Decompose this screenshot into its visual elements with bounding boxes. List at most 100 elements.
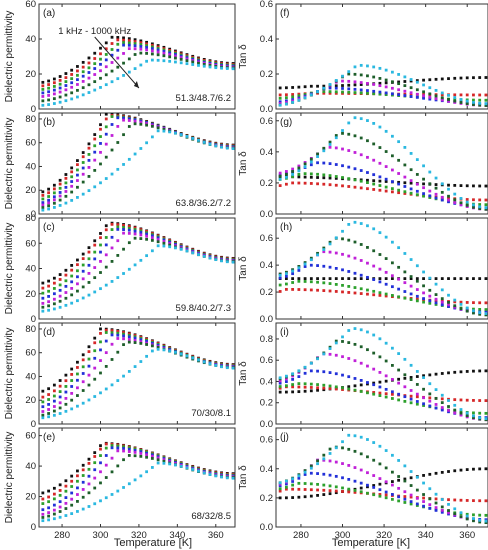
y-tick-label: 0.6 (260, 0, 273, 10)
data-point (150, 49, 154, 53)
data-point (447, 99, 450, 103)
data-point (70, 391, 74, 395)
data-point (347, 341, 351, 344)
data-point (372, 383, 376, 387)
data-point (93, 150, 97, 154)
data-point (447, 408, 450, 412)
composition-label: 63.8/36.2/7.2 (176, 198, 231, 209)
data-point (422, 270, 425, 274)
data-point (334, 163, 338, 166)
annotation-arrow (94, 36, 140, 89)
data-point (390, 493, 394, 496)
data-point (359, 468, 363, 472)
data-point (99, 135, 102, 138)
data-point (478, 416, 482, 420)
data-point (459, 201, 463, 205)
data-point (93, 57, 97, 60)
data-point (440, 406, 444, 409)
data-point (372, 278, 376, 281)
data-point (174, 53, 177, 56)
data-point (453, 277, 457, 280)
data-point (478, 312, 482, 316)
data-point (104, 496, 108, 500)
data-point (99, 331, 102, 335)
data-point (145, 122, 149, 125)
data-point (316, 152, 319, 156)
data-point (76, 83, 79, 86)
data-point (225, 67, 229, 70)
data-point (465, 411, 469, 415)
y-tick-label: 0.0 (260, 104, 273, 115)
data-point (139, 122, 143, 126)
data-point (110, 80, 114, 84)
data-point (366, 382, 369, 386)
data-point (133, 229, 137, 233)
data-point (415, 277, 419, 280)
data-point (447, 371, 450, 375)
data-point (41, 296, 45, 300)
data-point (93, 73, 97, 76)
data-point (70, 512, 74, 516)
series-6 (278, 339, 488, 422)
data-point (291, 175, 295, 178)
data-point (52, 287, 56, 290)
data-point (110, 493, 114, 496)
data-point (459, 515, 463, 518)
data-point (139, 41, 143, 45)
data-point (162, 240, 166, 243)
data-point (197, 139, 200, 142)
data-point (478, 198, 482, 202)
data-point (309, 389, 313, 393)
arrow-head-icon (133, 81, 139, 88)
data-point (309, 488, 313, 492)
data-point (278, 496, 282, 500)
data-point (303, 365, 307, 369)
data-point (384, 150, 388, 153)
data-point (334, 84, 338, 88)
data-point (465, 468, 469, 471)
data-point (127, 335, 131, 339)
data-point (133, 263, 137, 267)
data-point (297, 175, 301, 179)
data-point (403, 376, 407, 380)
data-point (378, 355, 382, 359)
data-point (434, 501, 438, 505)
data-point (390, 240, 394, 244)
data-point (47, 304, 51, 308)
panel-frame (275, 427, 488, 528)
data-point (472, 499, 475, 503)
data-point (76, 499, 79, 503)
data-point (127, 482, 131, 486)
data-point (397, 191, 401, 195)
data-point (434, 303, 438, 306)
data-point (447, 277, 450, 280)
data-point (64, 72, 68, 75)
data-point (384, 85, 388, 89)
data-point (366, 275, 369, 279)
data-point (58, 283, 62, 287)
data-point (122, 118, 125, 122)
data-point (359, 88, 363, 92)
data-point (179, 61, 183, 65)
data-point (70, 81, 74, 85)
data-point (316, 493, 319, 497)
data-point (409, 363, 413, 367)
data-point (93, 62, 97, 66)
data-point (459, 408, 463, 411)
data-point (291, 480, 295, 483)
data-point (415, 299, 419, 303)
data-point (303, 389, 307, 393)
data-point (220, 145, 223, 149)
data-point (341, 147, 344, 151)
data-point (334, 175, 338, 178)
data-point (459, 300, 463, 304)
data-point (309, 157, 313, 161)
data-point (359, 153, 363, 157)
data-point (440, 96, 444, 100)
data-point (316, 84, 319, 88)
data-point (341, 164, 344, 168)
data-point (384, 277, 388, 280)
data-point (64, 385, 68, 388)
data-point (127, 41, 131, 45)
data-point (122, 331, 125, 334)
